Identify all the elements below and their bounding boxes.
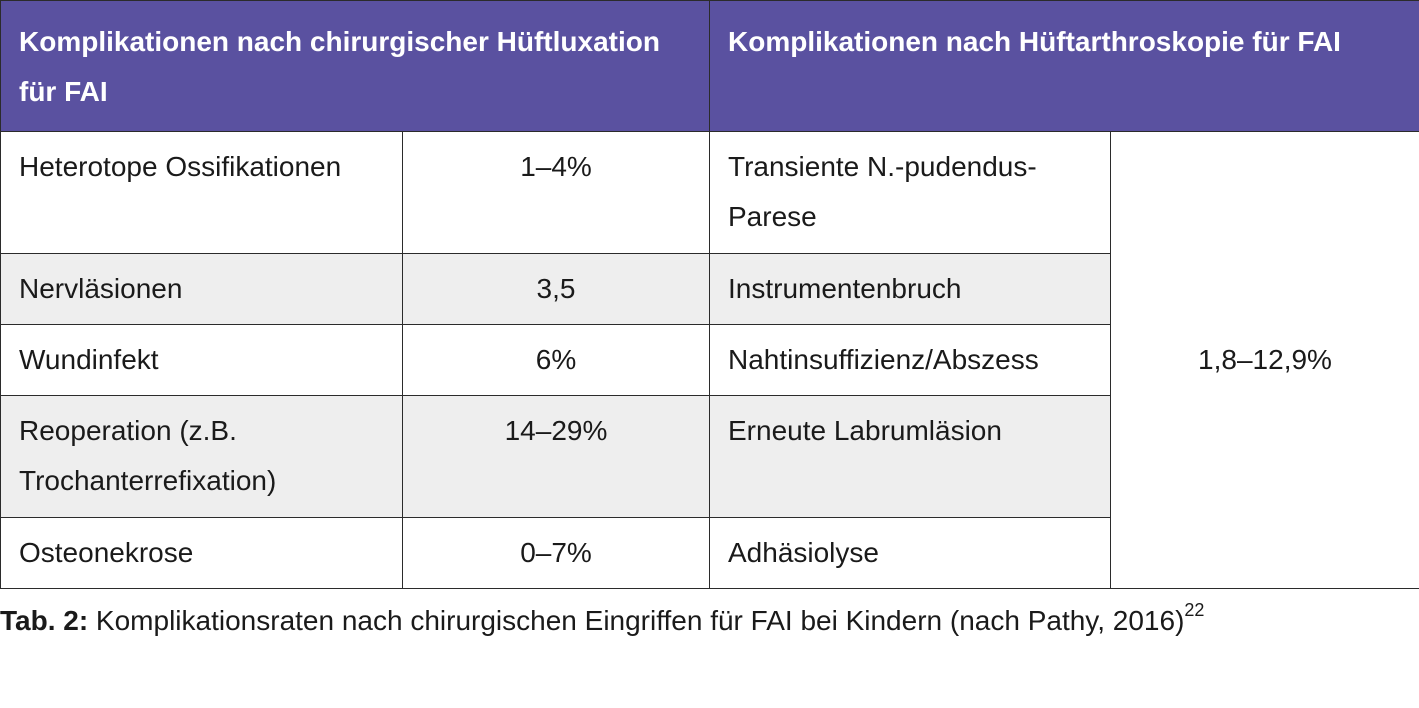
left-complication-label: Osteonekrose	[0, 517, 403, 589]
caption-reference: 22	[1184, 600, 1205, 620]
table-row: Wundinfekt 6% Nahtinsuffizienz/Abszess	[0, 324, 1419, 396]
header-arthroscopy: Komplikationen nach Hüftarthroskopie für…	[709, 0, 1419, 132]
left-complication-label: Reoperation (z.B. Trochanterrefixation)	[0, 395, 403, 518]
left-complication-rate: 0–7%	[402, 517, 710, 589]
table-header-row: Komplikationen nach chirurgischer Hüftlu…	[0, 0, 1419, 132]
left-complication-label: Heterotope Ossifikationen	[0, 131, 403, 254]
table-row: Nervläsionen 3,5 Instrumentenbruch	[0, 253, 1419, 325]
complications-table: Komplikationen nach chirurgischer Hüftlu…	[0, 0, 1419, 589]
right-complication-label: Erneute Labrumläsion	[709, 395, 1111, 518]
left-complication-rate: 3,5	[402, 253, 710, 325]
left-complication-label: Wundinfekt	[0, 324, 403, 396]
right-complication-label: Transiente N.-pudendus-Parese	[709, 131, 1111, 254]
left-complication-rate: 14–29%	[402, 395, 710, 518]
right-complication-label: Instrumentenbruch	[709, 253, 1111, 325]
table-row: Reoperation (z.B. Trochanterrefixation) …	[0, 395, 1419, 518]
table-caption: Tab. 2: Komplikationsraten nach chirurgi…	[0, 596, 1204, 646]
header-surgical-dislocation: Komplikationen nach chirurgischer Hüftlu…	[0, 0, 710, 132]
left-complication-rate: 6%	[402, 324, 710, 396]
caption-text: Komplikationsraten nach chirurgischen Ei…	[88, 605, 1185, 636]
left-complication-rate: 1–4%	[402, 131, 710, 254]
table-row: Osteonekrose 0–7% Adhäsiolyse	[0, 517, 1419, 589]
left-complication-label: Nervläsionen	[0, 253, 403, 325]
right-complication-label: Adhäsiolyse	[709, 517, 1111, 589]
table-row: Heterotope Ossifikationen 1–4% Transient…	[0, 131, 1419, 589]
right-complication-rate-merged: 1,8–12,9%	[1110, 131, 1419, 589]
caption-label: Tab. 2:	[0, 605, 89, 636]
right-complication-label: Nahtinsuffizienz/Abszess	[709, 324, 1111, 396]
